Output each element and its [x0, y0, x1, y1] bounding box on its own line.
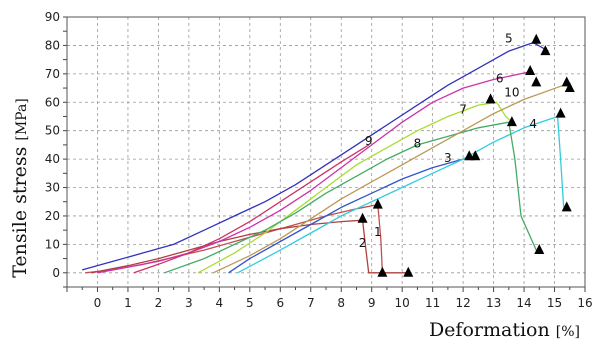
curve-label-2: 2 — [359, 236, 367, 250]
curve-label-3: 3 — [444, 151, 452, 165]
y-tick-label: 70 — [45, 67, 60, 81]
curve-labels: 12 3 4 5 6 7 8 9 10 — [359, 32, 537, 251]
break-marker-5 — [540, 45, 551, 56]
break-marker-1 — [377, 266, 388, 277]
curve-9 — [133, 144, 370, 274]
y-tick-label: 50 — [45, 124, 60, 138]
curve-label-5: 5 — [505, 32, 513, 46]
x-tick-label: 5 — [246, 296, 254, 310]
break-marker-8 — [534, 244, 545, 255]
x-axis-unit: [%] — [556, 324, 580, 340]
curve-label-1: 1 — [374, 225, 382, 239]
break-marker-10 — [564, 82, 575, 93]
x-axis-title: Deformation [%] — [429, 319, 580, 341]
x-tick-label: 10 — [395, 296, 410, 310]
x-tick-label: 2 — [155, 296, 163, 310]
y-axis-unit: [MPa] — [14, 98, 30, 140]
curve-label-4: 4 — [529, 117, 537, 131]
break-markers — [357, 33, 575, 277]
y-axis-label: Tensile stress — [9, 147, 31, 278]
axes — [63, 16, 586, 292]
y-tick-label: 40 — [45, 152, 60, 166]
x-tick-label: 11 — [425, 296, 440, 310]
curve-6 — [97, 71, 528, 274]
break-marker-8 — [464, 150, 475, 161]
x-tick-label: 3 — [185, 296, 193, 310]
x-tick-label: 7 — [307, 296, 315, 310]
x-tick-label: 6 — [276, 296, 284, 310]
x-tick-label: 9 — [368, 296, 376, 310]
x-tick-label: 16 — [577, 296, 592, 310]
curve-label-9: 9 — [365, 134, 373, 148]
stress-strain-curves — [82, 41, 565, 274]
break-marker-1 — [372, 198, 383, 209]
curve-5 — [82, 41, 549, 271]
x-tick-label: 13 — [486, 296, 501, 310]
break-marker-5 — [531, 33, 542, 44]
x-tick-label: 4 — [216, 296, 224, 310]
x-tick-label: 12 — [455, 296, 470, 310]
y-tick-labels: 0 10 20 30 40 50 60 70 80 90 — [45, 10, 60, 280]
curve-8 — [164, 121, 537, 274]
y-tick-label: 80 — [45, 38, 60, 52]
y-tick-label: 30 — [45, 181, 60, 195]
break-marker-2 — [357, 212, 368, 223]
break-marker-4 — [555, 107, 566, 118]
x-tick-label: 14 — [516, 296, 531, 310]
curve-label-8: 8 — [414, 137, 422, 151]
break-marker-6 — [531, 76, 542, 87]
x-axis-label: Deformation — [429, 319, 550, 341]
curve-2 — [91, 219, 409, 274]
break-marker-6 — [525, 65, 536, 75]
x-tick-label: 8 — [337, 296, 345, 310]
curve-label-6: 6 — [496, 71, 504, 85]
break-marker-8 — [506, 116, 517, 127]
y-tick-label: 90 — [45, 10, 60, 24]
x-tick-label: 0 — [94, 296, 102, 310]
x-tick-label: 1 — [124, 296, 132, 310]
curve-10 — [213, 84, 564, 274]
y-tick-label: 0 — [52, 266, 60, 280]
x-tick-labels: 0 1 2 3 4 5 6 7 8 9 10 11 12 13 14 15 16 — [94, 296, 593, 310]
curve-label-10: 10 — [504, 86, 519, 100]
y-tick-label: 20 — [45, 209, 60, 223]
break-marker-7 — [485, 93, 496, 104]
break-marker-2 — [403, 266, 414, 277]
break-marker-4 — [561, 201, 572, 212]
plot-frame — [66, 16, 586, 288]
curve-label-7: 7 — [459, 103, 467, 117]
y-tick-label: 10 — [45, 237, 60, 251]
plot-area — [67, 17, 585, 287]
x-tick-label: 15 — [547, 296, 562, 310]
grid — [66, 16, 586, 287]
curve-3 — [228, 155, 476, 274]
y-tick-label: 60 — [45, 95, 60, 109]
y-axis-title: Tensile stress [MPa] — [9, 98, 31, 278]
curve-7 — [197, 101, 513, 274]
